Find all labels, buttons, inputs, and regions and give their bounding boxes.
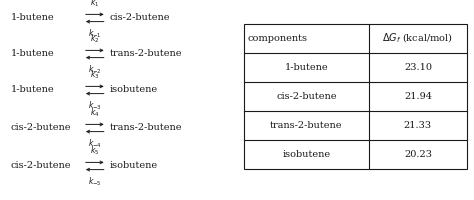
- Text: $k_{3}$: $k_{3}$: [90, 68, 100, 81]
- Text: trans-2-butene: trans-2-butene: [110, 49, 182, 58]
- Text: $k_{5}$: $k_{5}$: [90, 144, 100, 157]
- Text: 21.94: 21.94: [404, 92, 432, 101]
- Text: $k_{-4}$: $k_{-4}$: [88, 138, 102, 150]
- Text: $k_{-1}$: $k_{-1}$: [88, 28, 102, 40]
- Text: components: components: [248, 34, 308, 43]
- Text: 21.33: 21.33: [404, 121, 432, 130]
- Text: isobutene: isobutene: [110, 162, 158, 170]
- Text: trans-2-butene: trans-2-butene: [270, 121, 343, 130]
- Text: $\Delta G_f$ (kcal/mol): $\Delta G_f$ (kcal/mol): [383, 32, 453, 45]
- Text: cis-2-butene: cis-2-butene: [110, 14, 171, 22]
- Text: cis-2-butene: cis-2-butene: [10, 162, 71, 170]
- Text: $k_{-2}$: $k_{-2}$: [88, 64, 102, 76]
- Text: 1-butene: 1-butene: [10, 49, 54, 58]
- Bar: [244, 24, 467, 169]
- Text: 1-butene: 1-butene: [10, 14, 54, 22]
- Text: 1-butene: 1-butene: [285, 63, 328, 72]
- Text: cis-2-butene: cis-2-butene: [276, 92, 337, 101]
- Text: $k_{-5}$: $k_{-5}$: [88, 176, 102, 188]
- Text: trans-2-butene: trans-2-butene: [110, 123, 182, 132]
- Text: $k_{-3}$: $k_{-3}$: [88, 100, 102, 112]
- Text: cis-2-butene: cis-2-butene: [10, 123, 71, 132]
- Text: 1-butene: 1-butene: [10, 85, 54, 94]
- Text: $k_{4}$: $k_{4}$: [90, 106, 100, 119]
- Text: 23.10: 23.10: [404, 63, 432, 72]
- Text: $k_{2}$: $k_{2}$: [90, 32, 100, 45]
- Text: isobutene: isobutene: [110, 85, 158, 94]
- Text: 20.23: 20.23: [404, 150, 432, 159]
- Text: isobutene: isobutene: [283, 150, 330, 159]
- Text: $k_{1}$: $k_{1}$: [90, 0, 100, 9]
